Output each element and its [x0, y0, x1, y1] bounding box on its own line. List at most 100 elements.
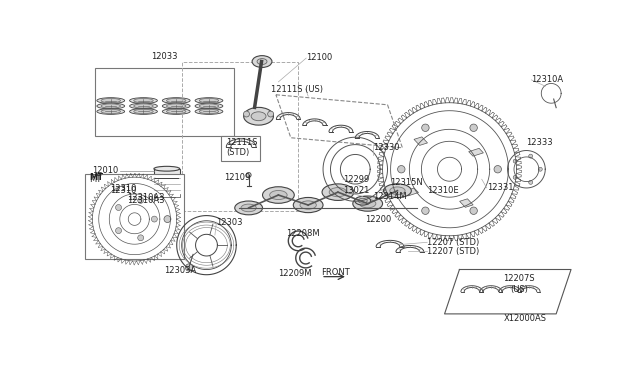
Bar	[414, 137, 428, 145]
Ellipse shape	[199, 109, 219, 113]
Bar	[154, 169, 180, 194]
Ellipse shape	[322, 184, 354, 201]
Ellipse shape	[97, 109, 125, 114]
Text: 12310E: 12310E	[428, 186, 459, 195]
Ellipse shape	[390, 187, 405, 195]
Ellipse shape	[251, 112, 266, 121]
Ellipse shape	[152, 216, 157, 222]
Text: 12315N: 12315N	[390, 178, 423, 187]
Text: 12310: 12310	[110, 186, 136, 195]
Ellipse shape	[166, 104, 186, 108]
Ellipse shape	[422, 207, 429, 214]
Text: 12303A: 12303A	[164, 266, 196, 275]
Ellipse shape	[241, 204, 256, 212]
Ellipse shape	[116, 228, 122, 234]
Ellipse shape	[529, 154, 532, 158]
Ellipse shape	[166, 99, 186, 103]
Ellipse shape	[134, 104, 153, 108]
Ellipse shape	[163, 103, 190, 109]
Text: 12310A3: 12310A3	[127, 196, 164, 205]
Text: 12208M: 12208M	[286, 229, 319, 238]
Text: 12333: 12333	[527, 138, 553, 147]
Text: 12330: 12330	[372, 143, 399, 152]
Ellipse shape	[513, 159, 517, 163]
Bar	[460, 199, 473, 207]
Ellipse shape	[134, 109, 153, 113]
Bar	[404, 188, 419, 196]
Text: 12200: 12200	[365, 215, 392, 224]
Ellipse shape	[422, 124, 429, 131]
Text: 12331: 12331	[486, 183, 513, 192]
Ellipse shape	[129, 98, 157, 103]
Ellipse shape	[257, 59, 267, 64]
Text: 12303: 12303	[216, 218, 243, 227]
Ellipse shape	[101, 104, 120, 108]
Text: 12109: 12109	[224, 173, 250, 182]
Ellipse shape	[243, 111, 250, 117]
Ellipse shape	[138, 235, 143, 241]
Text: 12033: 12033	[151, 52, 177, 61]
Ellipse shape	[244, 108, 273, 125]
Ellipse shape	[199, 99, 219, 103]
Ellipse shape	[246, 173, 251, 177]
Text: 12111S (US): 12111S (US)	[271, 84, 323, 93]
Ellipse shape	[293, 198, 323, 213]
Ellipse shape	[383, 184, 412, 198]
Ellipse shape	[195, 109, 223, 114]
Ellipse shape	[329, 187, 347, 197]
Text: 12314M: 12314M	[372, 192, 406, 201]
Ellipse shape	[360, 199, 376, 208]
Text: 12209M: 12209M	[278, 269, 312, 278]
Ellipse shape	[355, 196, 371, 205]
Ellipse shape	[195, 98, 223, 103]
Text: 12310: 12310	[110, 184, 136, 193]
Ellipse shape	[397, 166, 405, 173]
Text: 12010: 12010	[92, 166, 118, 175]
Ellipse shape	[262, 187, 294, 203]
Text: 12207S
(US): 12207S (US)	[503, 274, 535, 294]
Ellipse shape	[154, 166, 180, 171]
Text: 12111S
(STD): 12111S (STD)	[227, 138, 258, 157]
Text: 12207 (STD): 12207 (STD)	[428, 247, 479, 256]
Text: 12310A3: 12310A3	[127, 193, 164, 202]
Ellipse shape	[252, 56, 272, 67]
Bar	[221, 136, 260, 161]
Ellipse shape	[97, 103, 125, 109]
Ellipse shape	[129, 109, 157, 114]
Ellipse shape	[195, 103, 223, 109]
Text: MT: MT	[89, 173, 103, 182]
Bar	[182, 62, 298, 211]
Text: MT: MT	[89, 175, 101, 184]
Text: 13021: 13021	[343, 186, 369, 195]
Ellipse shape	[538, 167, 542, 171]
Ellipse shape	[268, 111, 274, 117]
Ellipse shape	[116, 205, 122, 211]
Ellipse shape	[470, 124, 477, 131]
Ellipse shape	[164, 216, 171, 222]
Ellipse shape	[138, 198, 143, 203]
Ellipse shape	[134, 99, 153, 103]
Ellipse shape	[269, 190, 287, 199]
Ellipse shape	[166, 109, 186, 113]
Ellipse shape	[494, 166, 502, 173]
Ellipse shape	[186, 264, 193, 271]
Ellipse shape	[97, 98, 125, 103]
Ellipse shape	[163, 98, 190, 103]
Text: 12100: 12100	[306, 53, 332, 62]
Text: X12000AS: X12000AS	[504, 314, 547, 323]
Ellipse shape	[470, 207, 477, 214]
Bar	[95, 68, 234, 136]
Ellipse shape	[513, 175, 517, 179]
Text: 12299: 12299	[343, 175, 369, 184]
Bar	[85, 173, 184, 260]
Ellipse shape	[163, 109, 190, 114]
Ellipse shape	[529, 180, 532, 185]
Ellipse shape	[300, 201, 316, 209]
Ellipse shape	[358, 198, 367, 203]
Ellipse shape	[101, 99, 120, 103]
Text: 12207 (STD): 12207 (STD)	[428, 238, 479, 247]
Bar	[468, 148, 483, 156]
Ellipse shape	[101, 109, 120, 113]
Ellipse shape	[199, 104, 219, 108]
Ellipse shape	[235, 201, 262, 215]
